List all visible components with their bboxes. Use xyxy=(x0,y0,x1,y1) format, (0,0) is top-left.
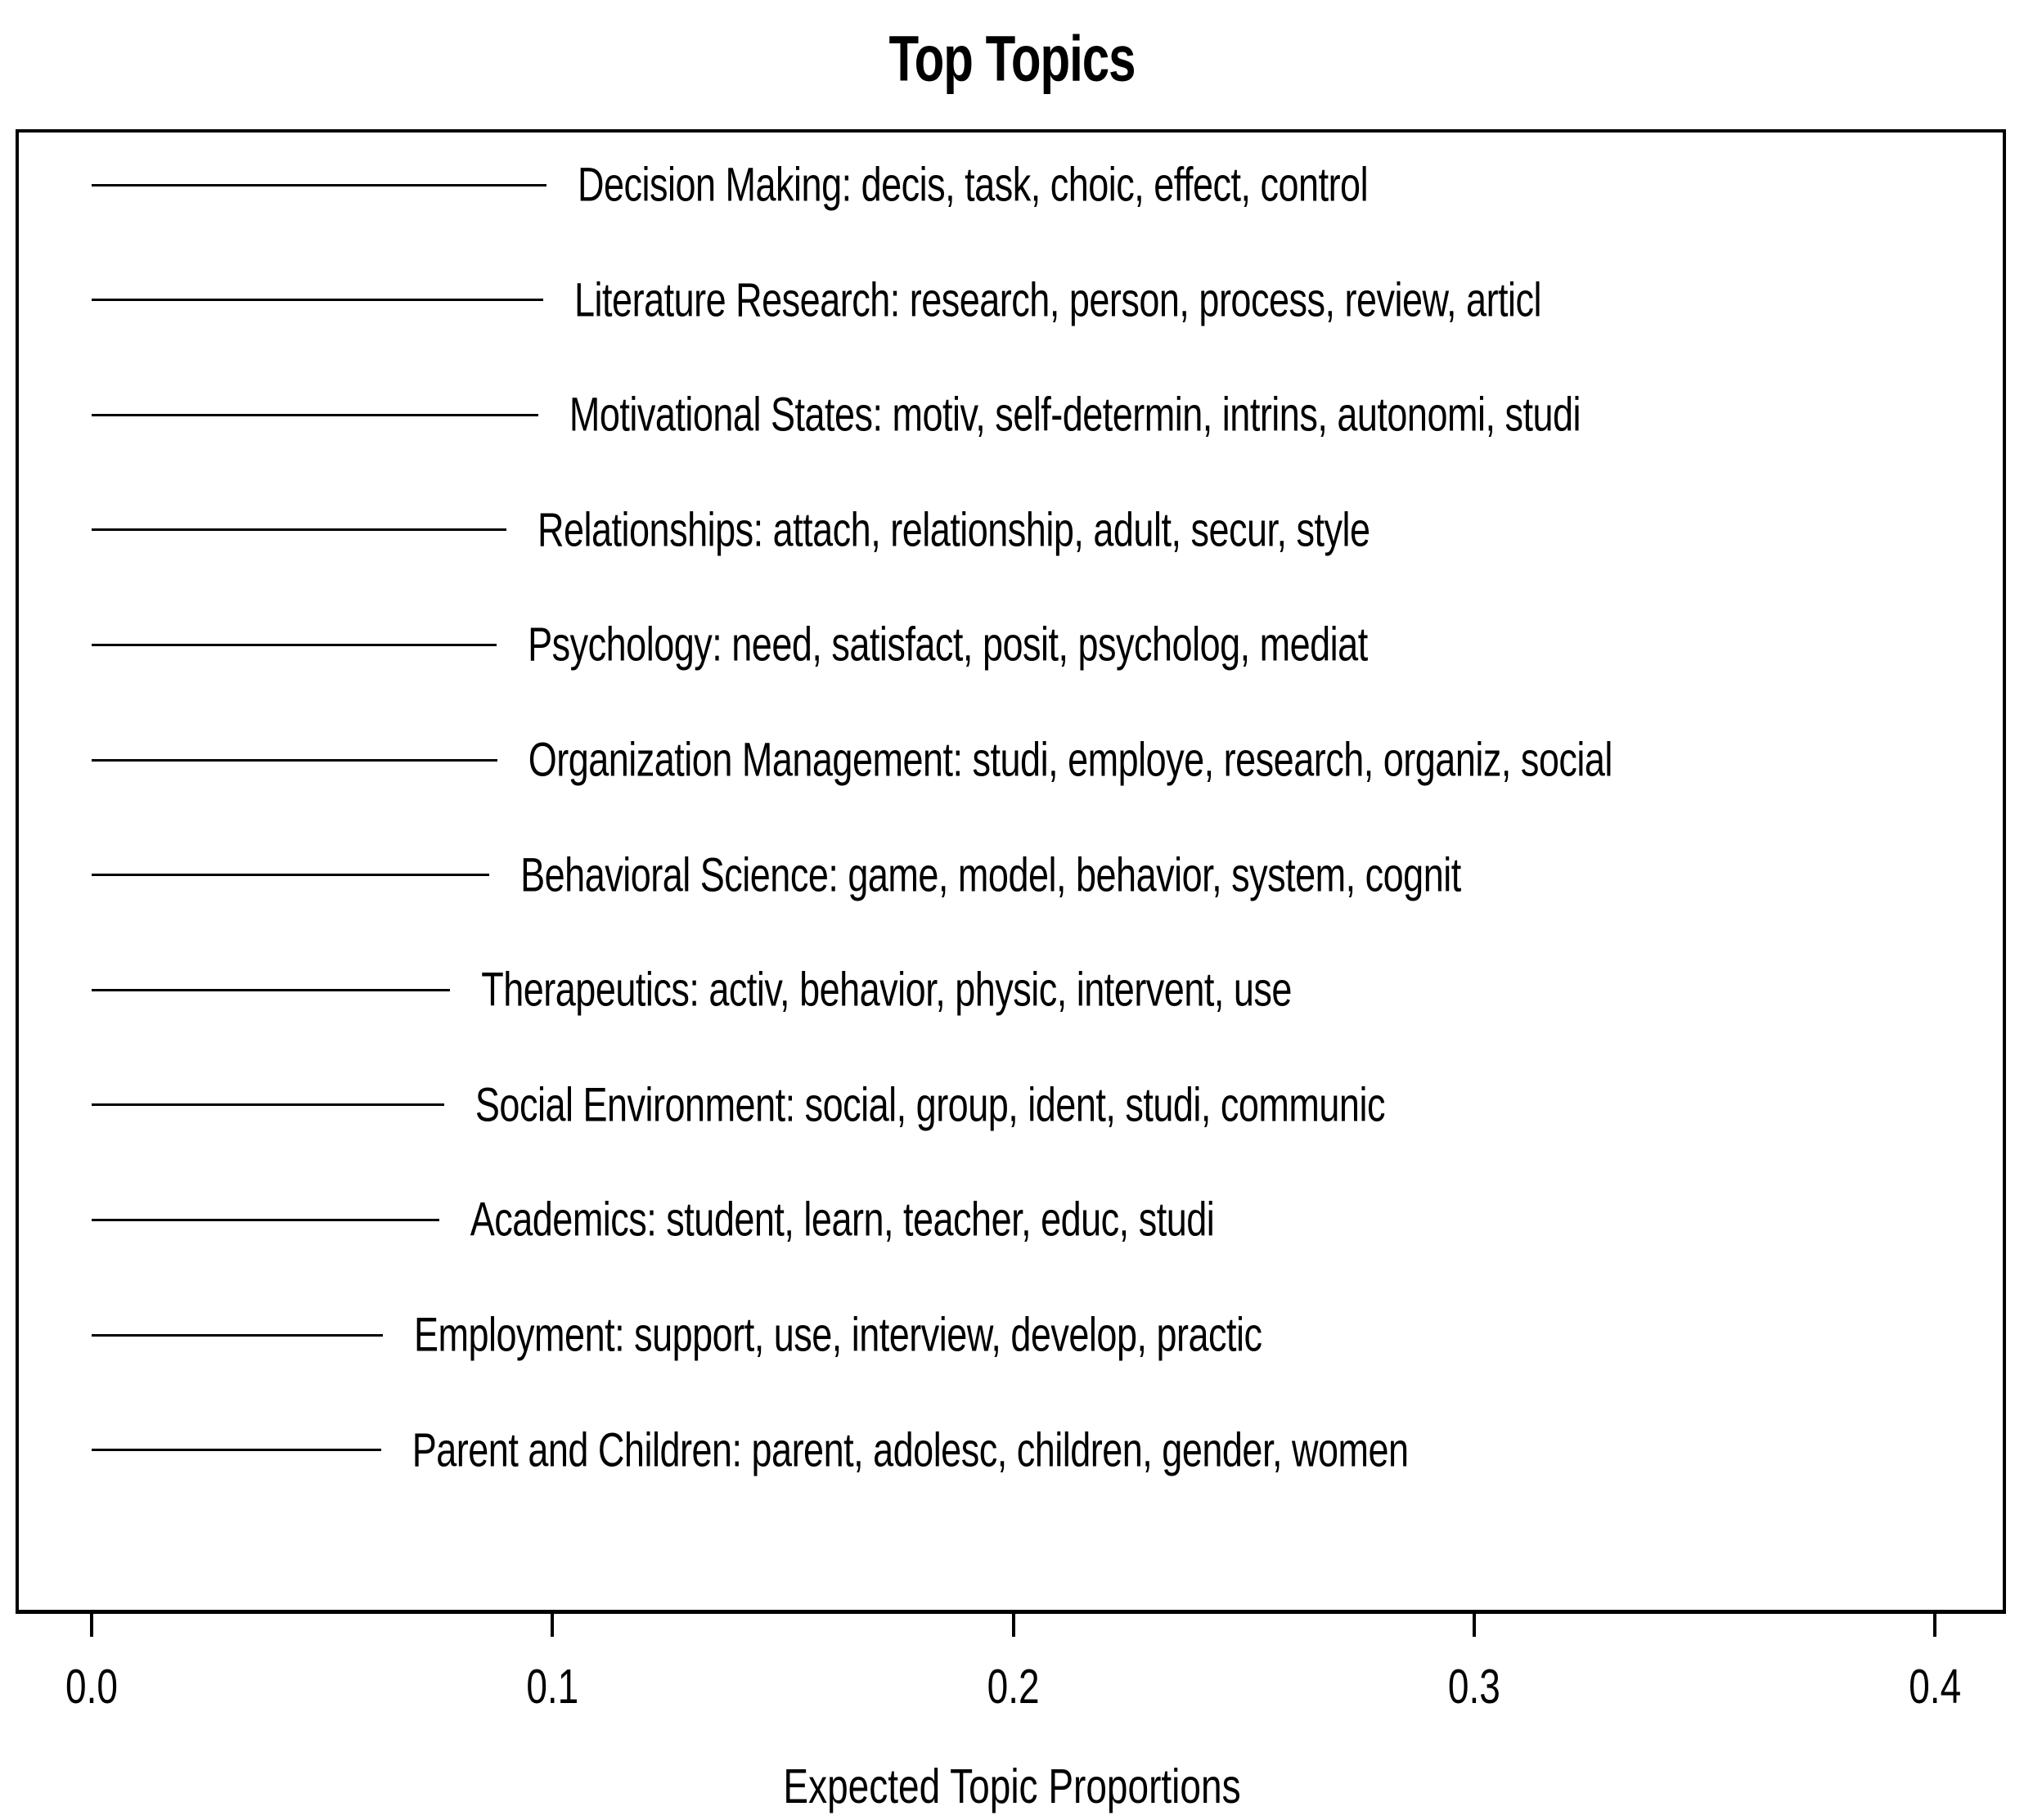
topic-line xyxy=(92,1449,381,1452)
topic-label: Decision Making: decis, task, choic, eff… xyxy=(577,157,1369,212)
topic-label: Employment: support, use, interview, dev… xyxy=(414,1307,1262,1362)
topic-line xyxy=(92,988,451,991)
topic-label: Literature Research: research, person, p… xyxy=(574,272,1542,327)
topic-line xyxy=(92,874,490,877)
topic-line xyxy=(92,299,544,302)
topic-label: Relationships: attach, relationship, adu… xyxy=(537,501,1370,557)
topic-label: Organization Management: studi, employe,… xyxy=(528,732,1613,787)
topic-label: Motivational States: motiv, self-determi… xyxy=(569,387,1581,442)
topic-line xyxy=(92,643,497,646)
topic-line xyxy=(92,1103,444,1107)
x-axis-tick-label: 0.0 xyxy=(65,1658,118,1714)
topic-label: Parent and Children: parent, adolesc, ch… xyxy=(412,1422,1409,1477)
topic-line xyxy=(92,528,506,532)
topic-label: Social Environment: social, group, ident… xyxy=(475,1076,1386,1132)
x-axis-tick-label: 0.4 xyxy=(1909,1658,1962,1714)
topic-label: Therapeutics: activ, behavior, physic, i… xyxy=(481,962,1292,1017)
x-axis-tick-label: 0.3 xyxy=(1447,1658,1500,1714)
topic-line xyxy=(92,1333,383,1337)
x-axis-tick xyxy=(1011,1614,1015,1637)
topic-label: Academics: student, learn, teacher, educ… xyxy=(470,1192,1215,1247)
x-axis-tick xyxy=(1472,1614,1476,1637)
x-axis-title-text: Expected Topic Proportions xyxy=(783,1758,1241,1813)
topic-label: Psychology: need, satisfact, posit, psyc… xyxy=(528,617,1368,672)
topic-line xyxy=(92,758,497,762)
topic-line xyxy=(92,1218,439,1221)
x-axis-tick xyxy=(90,1614,93,1637)
x-axis-title: Expected Topic Proportions xyxy=(0,1757,2024,1813)
x-axis-tick xyxy=(1933,1614,1937,1637)
topic-label: Behavioral Science: game, model, behavio… xyxy=(520,847,1461,902)
chart-title: Top Topics xyxy=(0,21,2024,94)
topic-line xyxy=(92,183,546,186)
chart-title-text: Top Topics xyxy=(888,22,1136,95)
plot-box xyxy=(16,129,2006,1614)
topic-line xyxy=(92,413,538,416)
x-axis-tick xyxy=(551,1614,555,1637)
x-axis-tick-label: 0.2 xyxy=(987,1658,1040,1714)
x-axis-tick-label: 0.1 xyxy=(526,1658,579,1714)
